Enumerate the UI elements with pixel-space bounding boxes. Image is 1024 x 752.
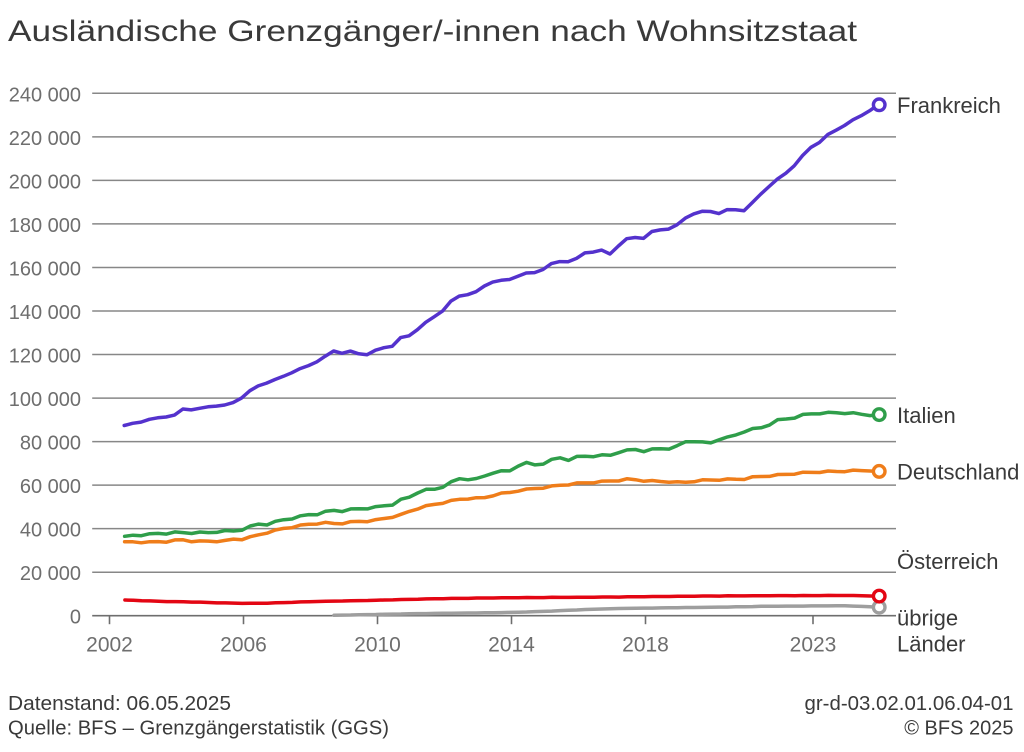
svg-text:2023: 2023 [790,634,837,657]
svg-text:Ausländische Grenzgänger/-inne: Ausländische Grenzgänger/-innen nach Woh… [8,15,858,48]
svg-text:2010: 2010 [354,634,401,657]
svg-text:2006: 2006 [220,634,267,657]
svg-text:übrige: übrige [897,606,958,631]
svg-text:20 000: 20 000 [20,563,81,585]
svg-text:100 000: 100 000 [9,389,81,411]
svg-text:40 000: 40 000 [20,520,81,542]
svg-text:140 000: 140 000 [9,302,81,324]
svg-text:200 000: 200 000 [9,171,81,193]
svg-text:2014: 2014 [488,634,535,657]
svg-text:Datenstand: 06.05.2025: Datenstand: 06.05.2025 [8,693,231,715]
svg-text:© BFS 2025: © BFS 2025 [904,718,1013,740]
svg-text:60 000: 60 000 [20,476,81,498]
svg-text:180 000: 180 000 [9,215,81,237]
svg-text:220 000: 220 000 [9,128,81,150]
svg-text:120 000: 120 000 [9,346,81,368]
svg-text:80 000: 80 000 [20,433,81,455]
svg-text:2018: 2018 [622,634,669,657]
svg-text:2002: 2002 [86,634,133,657]
svg-text:Länder: Länder [897,632,966,657]
svg-text:Deutschland: Deutschland [897,460,1019,485]
svg-text:Italien: Italien [897,403,956,428]
svg-text:240 000: 240 000 [9,84,81,106]
svg-text:0: 0 [70,607,81,629]
svg-text:gr-d-03.02.01.06.04-01: gr-d-03.02.01.06.04-01 [805,693,1014,715]
svg-text:Österreich: Österreich [897,549,998,574]
svg-text:160 000: 160 000 [9,259,81,281]
svg-text:Frankreich: Frankreich [897,93,1001,118]
svg-text:Quelle: BFS – Grenzgängerstati: Quelle: BFS – Grenzgängerstatistik (GGS) [8,718,389,740]
